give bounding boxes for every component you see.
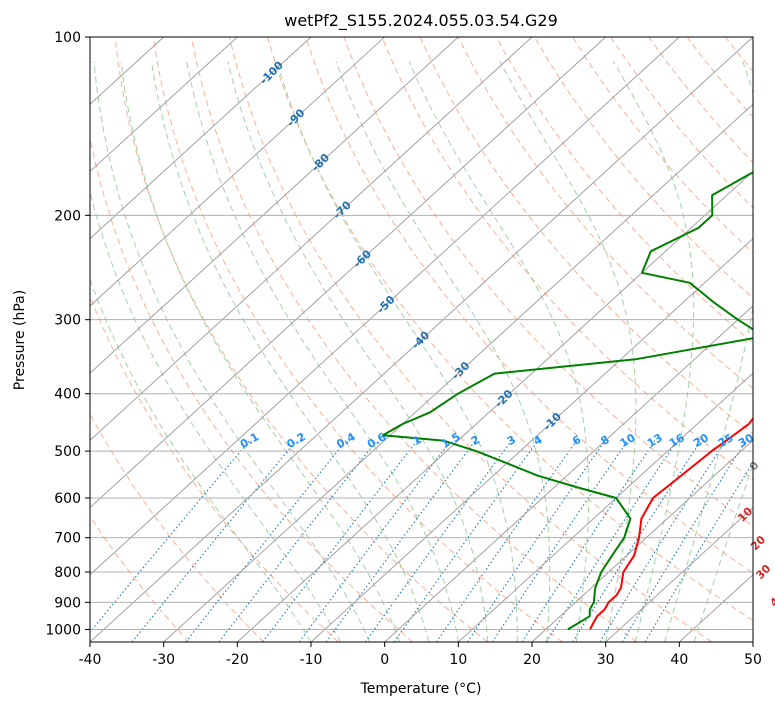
- dry-adiabat: [229, 37, 712, 642]
- isotherm-line: [237, 170, 753, 642]
- mixing-ratio-line: [521, 440, 656, 642]
- y-tick-label: 700: [54, 531, 81, 547]
- y-tick-label: 500: [54, 444, 81, 460]
- dry-adiabat: [190, 37, 638, 642]
- moist-adiabat: [335, 61, 551, 642]
- isotherm-line: [90, 37, 459, 374]
- pressure-gridlines: [90, 37, 753, 630]
- moist-adiabat: [186, 61, 459, 642]
- y-axis-label: Pressure (hPa): [12, 290, 28, 390]
- dewpoint-line: [381, 171, 753, 631]
- dry-adiabat: [763, 37, 775, 642]
- mixing-ratio-line: [621, 440, 747, 642]
- chart-title: wetPf2_S155.2024.055.03.54.G29: [284, 11, 558, 31]
- x-tick-label: 10: [449, 652, 467, 668]
- mixing-ratio-line: [491, 440, 629, 642]
- isotherm-line: [310, 238, 753, 642]
- isotherm-line: [163, 103, 753, 642]
- mixing-ratio-line: [393, 440, 539, 642]
- isotherm-line: [458, 372, 753, 642]
- moist-adiabat: [664, 61, 753, 642]
- dry-adiabat: [267, 37, 753, 622]
- y-tick-label: 800: [54, 565, 81, 581]
- moist-adiabat: [151, 61, 430, 642]
- plot-frame: [89, 36, 754, 643]
- mixing-ratio-line: [435, 440, 578, 642]
- mixing-ratio-line: [364, 440, 512, 642]
- isotherm-line: [90, 37, 753, 642]
- moist-adiabat: [276, 61, 518, 642]
- dry-adiabat: [457, 37, 753, 389]
- moist-adiabat: [93, 61, 371, 642]
- moist-adiabat: [408, 61, 590, 642]
- moist-adiabat: [90, 189, 341, 642]
- isotherm-line: [90, 37, 385, 307]
- profiles: [381, 171, 753, 631]
- dry-adiabat: [419, 37, 753, 435]
- mixing-ratio-line: [185, 440, 347, 642]
- mixing-ratio-line: [218, 440, 378, 642]
- moist-adiabat: [613, 61, 695, 642]
- isotherm-line: [90, 37, 533, 441]
- isotherm-line: [605, 506, 753, 642]
- dry-adiabat: [90, 412, 264, 642]
- isotherm-line: [90, 37, 680, 576]
- y-tick-label: 300: [54, 313, 81, 329]
- moist-adiabat: [90, 278, 312, 642]
- x-tick-label: -30: [152, 652, 175, 668]
- x-tick-label: -20: [226, 652, 249, 668]
- moist-adiabat: [120, 61, 400, 642]
- x-axis-label: Temperature (°C): [360, 681, 482, 697]
- isotherm-line: [384, 305, 753, 642]
- y-tick-label: 600: [54, 491, 81, 507]
- dry-adiabat: [90, 515, 190, 642]
- isotherm-line: [90, 37, 606, 509]
- y-axis-ticks: 100 200 300 400 500 600 700 800 900 1000: [45, 30, 90, 638]
- y-tick-label: 400: [54, 387, 81, 403]
- dry-adiabat: [152, 37, 563, 642]
- x-tick-label: -40: [79, 652, 102, 668]
- adiabat-label: 40: [767, 589, 775, 609]
- isotherm-line: [531, 439, 753, 642]
- x-tick-label: 0: [380, 652, 389, 668]
- x-tick-label: 30: [597, 652, 615, 668]
- y-tick-label: 100: [54, 30, 81, 46]
- y-tick-label: 900: [54, 595, 81, 611]
- moist-adiabat: [499, 61, 637, 642]
- dry-adiabat: [305, 37, 753, 574]
- moist-adiabat: [693, 462, 753, 642]
- dry-adiabat: [572, 37, 753, 254]
- mixing-ratio-line: [644, 461, 753, 642]
- mixing-ratio-line: [467, 440, 606, 642]
- dry-adiabat: [381, 37, 753, 481]
- dry-adiabat: [90, 135, 414, 642]
- isotherm-line: [90, 37, 238, 173]
- isotherm-line: [90, 37, 312, 240]
- adiabat-label: 30: [753, 562, 773, 582]
- y-tick-label: 200: [54, 208, 81, 224]
- x-tick-label: -10: [300, 652, 323, 668]
- x-tick-label: 20: [523, 652, 541, 668]
- moist-adiabat: [227, 61, 489, 642]
- dry-adiabat: [343, 37, 753, 527]
- x-tick-label: 40: [670, 652, 688, 668]
- x-axis-ticks: -40 -30 -20 -10 0 10 20 30 40 50: [79, 642, 762, 668]
- y-tick-label: 1000: [45, 622, 81, 638]
- x-tick-label: 50: [744, 652, 762, 668]
- mixing-ratio-line: [131, 440, 297, 642]
- mixing-ratio-line: [325, 440, 476, 642]
- temperature-line: [589, 416, 753, 630]
- background-lines: [90, 37, 775, 642]
